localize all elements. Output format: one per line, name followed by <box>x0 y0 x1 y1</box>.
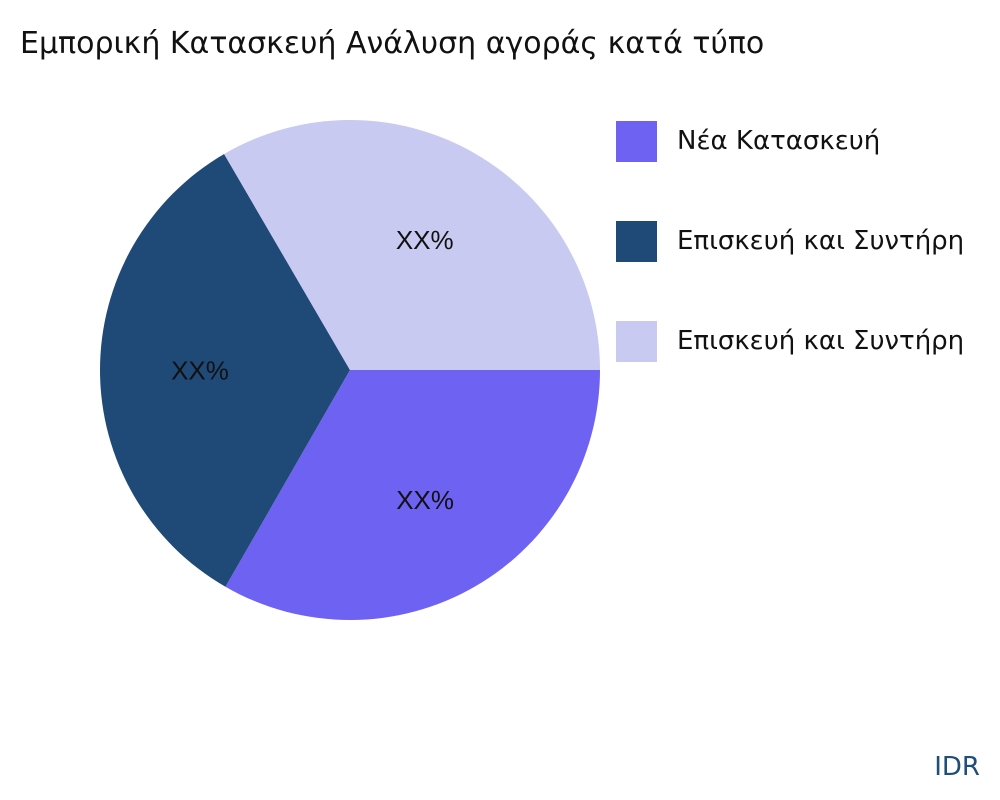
slice-data-label: XX% <box>171 355 229 385</box>
legend-label: Νέα Κατασκευή <box>677 126 881 156</box>
legend-swatch <box>616 320 657 362</box>
legend-label: Επισκευή και Συντήρη <box>677 226 965 256</box>
pie-slice-0 <box>225 370 600 620</box>
legend-item-0: Νέα Κατασκευή <box>616 120 880 162</box>
pie-slice-2 <box>224 119 601 370</box>
slice-data-label: XX% <box>396 485 454 515</box>
legend-item-1: Επισκευή και Συντήρη <box>616 220 964 262</box>
brand-logo: IDR <box>934 752 980 782</box>
legend-item-2: Επισκευή και Συντήρη <box>616 320 964 362</box>
legend-swatch <box>616 120 657 162</box>
pie-slice-1 <box>99 154 350 587</box>
legend-swatch <box>616 220 657 262</box>
legend-label: Επισκευή και Συντήρη <box>677 326 965 356</box>
chart-title: Εμπορική Κατασκευή Ανάλυση αγοράς κατά τ… <box>20 26 765 61</box>
slice-data-label: XX% <box>396 225 454 255</box>
